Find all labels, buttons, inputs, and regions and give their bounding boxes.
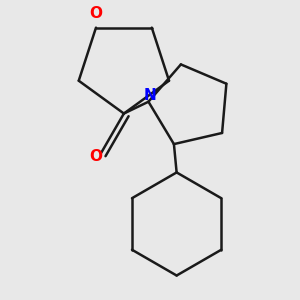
Text: O: O	[89, 149, 102, 164]
Text: O: O	[89, 6, 103, 21]
Text: N: N	[143, 88, 156, 103]
